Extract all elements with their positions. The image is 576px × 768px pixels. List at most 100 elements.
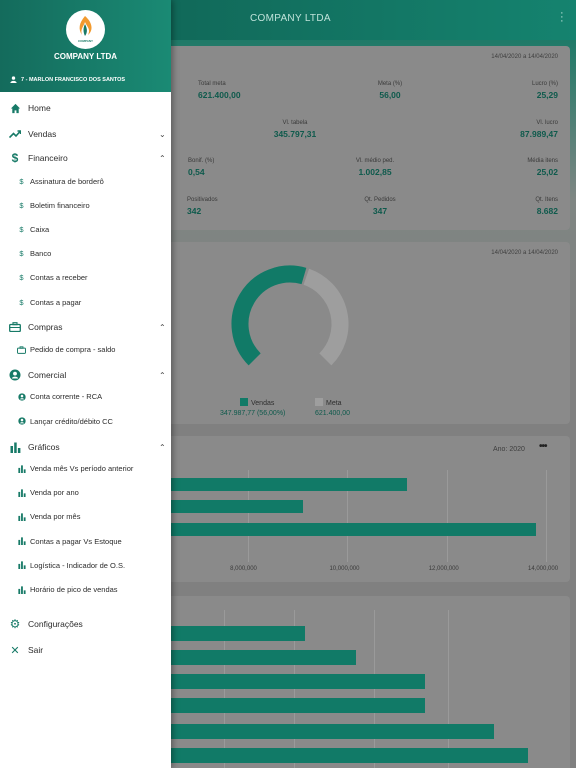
- briefcase-icon: [9, 321, 21, 333]
- kpi-qt-itens: Qt. Itens 8.682: [535, 197, 558, 216]
- nav-subitem[interactable]: $ Boletim financeiro: [0, 197, 171, 215]
- second-chart-card: [150, 596, 570, 768]
- kpi-vl-lucro: Vl. lucro 87.989,47: [520, 120, 558, 139]
- chevron-up-icon[interactable]: ⌃: [159, 323, 166, 332]
- nav-item-comercial[interactable]: Comercial ⌃: [0, 365, 171, 385]
- bar-chart-icon: [17, 537, 26, 546]
- nav-subitem[interactable]: $ Contas a pagar: [0, 294, 171, 312]
- trending-up-icon: [9, 128, 21, 140]
- x-tick-label: 8,000,000: [230, 566, 257, 572]
- dollar-icon: $: [19, 201, 24, 211]
- grid-line: [446, 470, 448, 562]
- nav-subitem-label: Horário de pico de vendas: [30, 585, 118, 594]
- more-horiz-icon[interactable]: •••: [539, 441, 547, 452]
- bar-chart-icon: [17, 512, 26, 521]
- nav-subitem-label: Boletim financeiro: [30, 201, 90, 211]
- nav-subitem-label: Conta corrente - RCA: [30, 392, 103, 401]
- gauge-chart: [231, 265, 349, 366]
- briefcase-icon: [17, 345, 26, 354]
- bar-chart-icon: [17, 561, 26, 570]
- nav-subitem[interactable]: Venda por ano: [0, 484, 171, 502]
- nav-subitem[interactable]: Contas a pagar Vs Estoque: [0, 533, 171, 551]
- bar[interactable]: [150, 500, 303, 513]
- nav-subitem[interactable]: $ Banco: [0, 245, 171, 263]
- nav-subitem[interactable]: $ Contas a receber: [0, 269, 171, 287]
- nav-subitem-label: Contas a pagar Vs Estoque: [30, 536, 122, 546]
- nav-item-compras[interactable]: Compras ⌃: [0, 317, 171, 337]
- bar[interactable]: [150, 674, 425, 689]
- nav-subitem-label: Venda mês Vs período anterior: [30, 464, 134, 473]
- kpi-positivados: Positivados 342: [187, 197, 218, 216]
- home-icon: [9, 102, 21, 114]
- drawer-company-name: COMPANY LTDA: [53, 52, 118, 61]
- nav-item-financeiro[interactable]: $ Financeiro ⌃: [0, 148, 171, 168]
- flame-icon: [79, 16, 92, 36]
- nav-item-configuracoes[interactable]: ⚙ Configurações: [9, 617, 83, 631]
- bar-chart-icon: [17, 464, 26, 473]
- navigation-drawer: COMPANY COMPANY LTDA 7 - MARLON FRANCISC…: [0, 0, 171, 768]
- legend-vendas: Vendas 347.987,77 (56,00%): [220, 398, 286, 417]
- dollar-icon: $: [11, 151, 19, 165]
- bar-chart-icon: [17, 585, 26, 594]
- gear-icon: ⚙: [9, 617, 21, 631]
- nav-subitem-label: Logística - Indicador de O.S.: [30, 560, 126, 570]
- chevron-down-icon[interactable]: ⌄: [159, 130, 166, 139]
- gauge-date: 14/04/2020 a 14/04/2020: [491, 250, 558, 256]
- nav-subitem-label: Contas a pagar: [30, 297, 82, 307]
- nav-subitem-label: Lançar crédito/débito CC: [30, 416, 113, 426]
- grid-line: [546, 470, 547, 562]
- chevron-up-icon[interactable]: ⌃: [159, 371, 166, 380]
- chevron-up-icon[interactable]: ⌃: [159, 154, 166, 163]
- nav-subitem[interactable]: Pedido de compra - saldo: [0, 341, 171, 359]
- person-icon: [10, 76, 17, 83]
- nav-subitem[interactable]: $ Assinatura de borderô: [0, 173, 171, 191]
- nav-item-sair[interactable]: ✕ Sair: [10, 644, 44, 657]
- more-vert-icon[interactable]: · · ·: [560, 7, 564, 27]
- nav-item-home[interactable]: Home: [0, 98, 171, 118]
- summary-card: 14/04/2020 a 14/04/2020 Total meta 621.40…: [150, 46, 570, 230]
- chevron-up-icon[interactable]: ⌃: [159, 443, 166, 452]
- kpi-qt-pedidos: Qt. Pedidos 347: [364, 197, 396, 216]
- dollar-icon: $: [19, 297, 24, 307]
- nav-subitem-label: Caixa: [30, 225, 50, 235]
- x-tick-label: 10,000,000: [329, 566, 360, 572]
- summary-date: 14/04/2020 a 14/04/2020: [491, 54, 558, 60]
- drawer-user: 7 - MARLON FRANCISCO DOS SANTOS: [10, 76, 125, 83]
- nav-subitem[interactable]: Horário de pico de vendas: [0, 581, 171, 599]
- bar[interactable]: [150, 748, 528, 763]
- grid-line: [248, 470, 250, 562]
- nav-subitem[interactable]: Lançar crédito/débito CC: [0, 413, 171, 431]
- gauge-meta-arc: [303, 268, 349, 366]
- company-logo: COMPANY: [66, 10, 105, 49]
- bar[interactable]: [150, 724, 494, 739]
- nav-subitem[interactable]: Venda por mês: [0, 508, 171, 526]
- nav-subitem-label: Venda por mês: [30, 512, 81, 522]
- nav-subitem[interactable]: $ Caixa: [0, 221, 171, 239]
- kpi-vl-tabela: Vl. tabela 345.797,31: [273, 120, 317, 139]
- dollar-icon: $: [19, 249, 24, 259]
- gauge-vendas-arc: [231, 265, 307, 366]
- dollar-icon: $: [19, 273, 24, 283]
- nav-subitem[interactable]: Logística - Indicador de O.S.: [0, 557, 171, 575]
- bar[interactable]: [150, 650, 357, 665]
- bar[interactable]: [150, 478, 408, 491]
- kpi-total-meta: Total meta 621.400,00: [198, 81, 241, 100]
- nav-subitem[interactable]: Venda mês Vs período anterior: [0, 460, 171, 478]
- bar[interactable]: [150, 626, 305, 641]
- grid-line: [347, 470, 349, 562]
- kpi-lucro-pct: Lucro (%) 25,29: [531, 81, 558, 100]
- nav-item-vendas[interactable]: Vendas ⌄: [0, 124, 171, 144]
- nav-subitem-label: Banco: [30, 249, 52, 259]
- close-icon: ✕: [10, 644, 20, 657]
- bar[interactable]: [150, 523, 537, 536]
- nav-subitem[interactable]: Conta corrente - RCA: [0, 388, 171, 406]
- nav-item-graficos[interactable]: Gráficos ⌃: [0, 437, 171, 457]
- account-circle-icon: [17, 392, 26, 401]
- nav-subitem-label: Contas a receber: [30, 273, 88, 283]
- drawer-header: COMPANY COMPANY LTDA 7 - MARLON FRANCISC…: [0, 0, 171, 92]
- bar-chart-icon: [9, 441, 21, 453]
- kpi-vl-medio: Vl. médio ped. 1.002,85: [355, 158, 395, 177]
- bar-chart-icon: [17, 488, 26, 497]
- bar[interactable]: [150, 698, 425, 713]
- dollar-icon: $: [19, 225, 24, 235]
